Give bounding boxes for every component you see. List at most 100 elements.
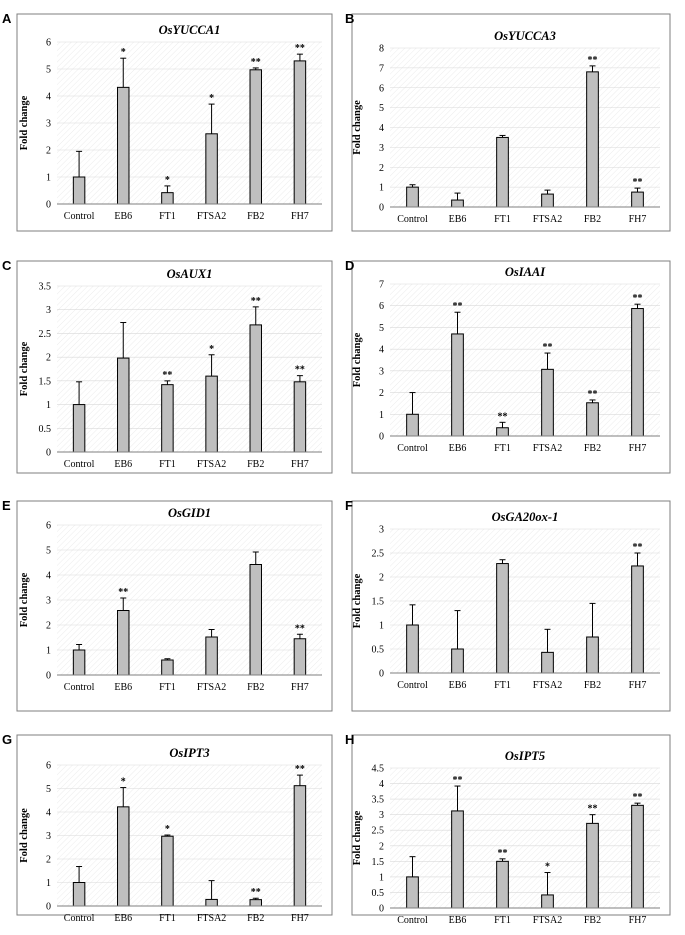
significance-mark: ** [633,177,643,188]
bar-ftsa2 [541,894,554,909]
y-tick-label: 0 [46,448,51,459]
category-label: EB6 [114,211,132,222]
significance-mark: * [545,862,550,873]
y-tick-label: 8 [379,44,384,55]
significance-mark: * [165,824,170,835]
y-tick-label: 3 [379,810,384,821]
y-tick-label: 0 [379,432,384,443]
y-axis-label: Fold change [19,341,30,396]
bar-fh7 [293,60,307,205]
bar-eb6 [117,86,130,205]
bar-control [406,624,419,674]
y-tick-label: 4 [46,571,51,582]
bar-control [72,404,86,453]
category-label: Control [397,680,428,691]
category-label: FH7 [291,682,309,693]
category-label: EB6 [449,443,467,454]
y-axis-label: Fold change [19,808,30,863]
bar-eb6 [451,333,464,437]
category-label: FH7 [629,443,647,454]
bar-fh7 [293,785,307,907]
y-tick-label: 0.5 [372,888,385,899]
bar-ft1 [161,659,174,676]
significance-mark: ** [453,301,463,312]
y-tick-label: 3 [379,366,384,377]
y-tick-label: 4.5 [372,764,385,775]
category-label: FB2 [584,680,601,691]
y-tick-label: 2 [46,146,51,157]
category-label: FT1 [494,443,511,454]
y-tick-label: 6 [379,83,384,94]
category-label: EB6 [449,915,467,926]
bar-fb2 [586,71,599,208]
category-label: FB2 [247,682,264,693]
bar-ftsa2 [205,636,218,676]
plot-area [390,768,660,908]
bar-eb6 [451,648,464,674]
y-tick-label: 2 [46,621,51,632]
category-label: FTSA2 [197,913,226,924]
bar-eb6 [117,610,130,676]
bar-ftsa2 [541,368,554,437]
bar-fh7 [631,565,644,674]
category-label: FT1 [159,211,176,222]
category-label: Control [397,915,428,926]
category-label: FTSA2 [533,680,562,691]
category-label: FTSA2 [197,682,226,693]
y-axis-label: Fold change [19,572,30,627]
panel-d: D OsIAAI 0 1 2 3 4 5 6 7 Fold change Control ** EB6 **… [345,258,671,474]
category-label: FTSA2 [197,211,226,222]
category-label: Control [64,682,95,693]
y-tick-label: 0 [46,902,51,913]
y-axis-label: Fold change [352,332,363,387]
significance-mark: ** [295,365,305,376]
bar-fb2 [249,324,262,453]
category-label: FH7 [629,214,647,225]
y-tick-label: 3 [46,305,51,316]
y-tick-label: 6 [379,301,384,312]
significance-mark: ** [588,55,598,66]
bar-fb2 [249,69,262,205]
significance-mark: ** [251,296,261,307]
y-tick-label: 2 [46,855,51,866]
y-axis-label: Fold change [19,95,30,150]
panel-letter: B [345,11,354,26]
panel-letter: G [2,732,12,747]
y-tick-label: 6 [46,38,51,49]
bar-eb6 [117,357,130,453]
y-tick-label: 1 [379,872,384,883]
y-tick-label: 3 [46,119,51,130]
bar-ft1 [496,860,509,909]
panel-g: G OsIPT3 0 1 2 3 4 5 6 Fold change Control * EB6 * FT1… [2,732,333,924]
chart-title: OsYUCCA1 [159,23,221,37]
category-label: FB2 [584,443,601,454]
significance-mark: ** [498,848,508,859]
category-label: FT1 [159,459,176,470]
significance-mark: ** [251,887,261,898]
category-label: Control [64,211,95,222]
bar-ftsa2 [541,651,554,674]
bar-ftsa2 [541,193,554,208]
y-tick-label: 2 [46,353,51,364]
y-tick-label: 0 [379,904,384,915]
category-label: FB2 [584,214,601,225]
y-tick-label: 1 [379,621,384,632]
y-tick-label: 5 [379,323,384,334]
category-label: FB2 [584,915,601,926]
y-tick-label: 5 [46,784,51,795]
y-tick-label: 1 [46,878,51,889]
panel-e: E OsGID1 0 1 2 3 4 5 6 Fold change Control ** EB6 FT1… [2,498,333,712]
bar-eb6 [451,199,464,208]
bar-fb2 [249,899,262,907]
category-label: FB2 [247,211,264,222]
category-label: FTSA2 [533,214,562,225]
y-tick-label: 1 [46,400,51,411]
chart-title: OsIPT5 [505,749,545,763]
y-tick-label: 3 [46,596,51,607]
panel-letter: D [345,258,354,273]
panel-a: A OsYUCCA1 0 1 2 3 4 5 6 Fold change Control * EB6 * F… [2,11,333,232]
panel-letter: A [2,11,12,26]
significance-mark: ** [118,587,128,598]
y-tick-label: 3.5 [372,795,385,806]
bar-ftsa2 [205,133,218,205]
